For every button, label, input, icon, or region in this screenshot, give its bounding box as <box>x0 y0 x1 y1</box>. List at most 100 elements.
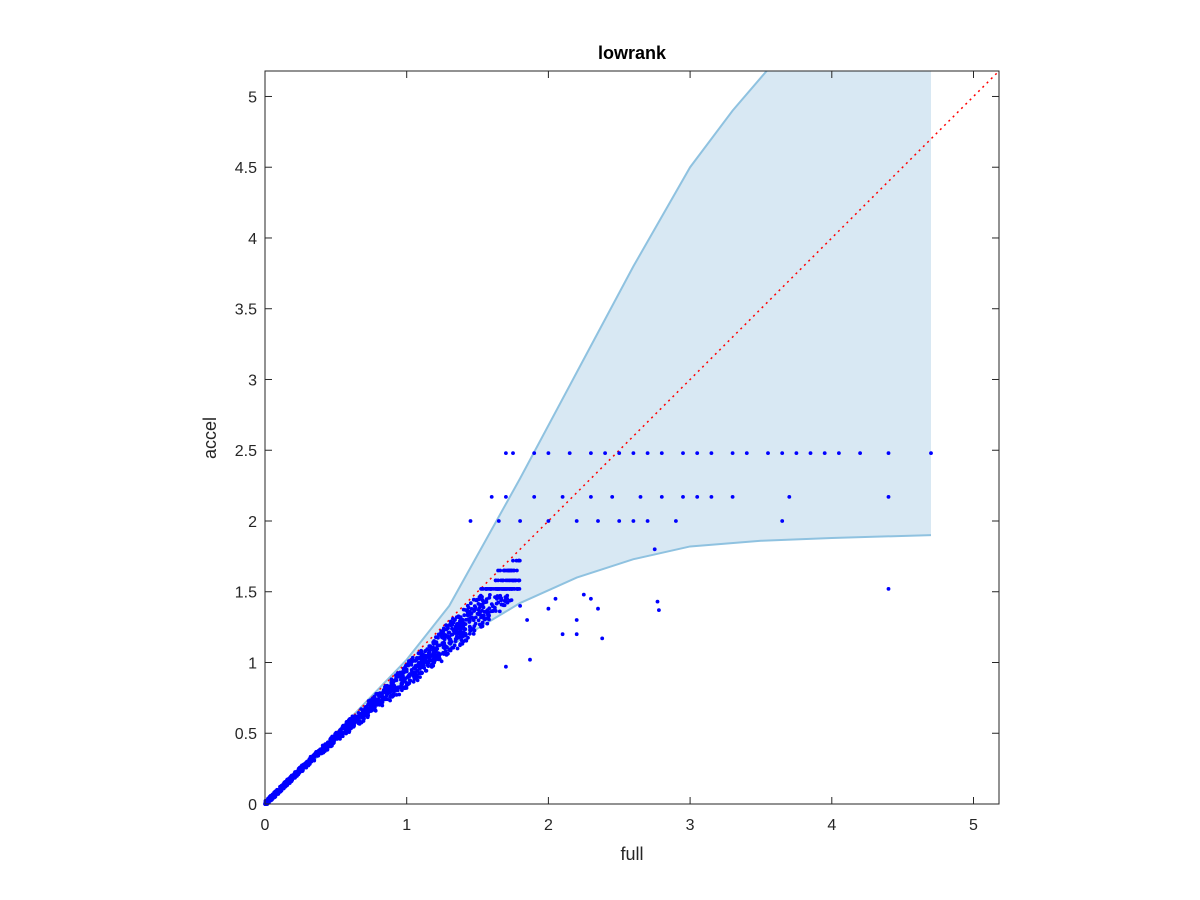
data-point <box>596 519 600 523</box>
data-point <box>455 646 460 651</box>
data-point <box>350 714 355 719</box>
data-point <box>400 688 404 693</box>
data-point <box>574 519 579 523</box>
y-tick-label: 3 <box>248 372 257 389</box>
data-point <box>553 596 558 601</box>
data-point <box>496 519 501 523</box>
data-point <box>372 694 377 699</box>
data-point <box>487 587 492 591</box>
data-point <box>476 612 481 617</box>
data-point <box>335 736 340 741</box>
data-point <box>282 780 287 785</box>
data-point <box>308 757 313 762</box>
data-point <box>780 451 785 455</box>
data-point <box>466 635 470 640</box>
data-point <box>338 734 342 738</box>
data-point <box>312 754 317 759</box>
data-point <box>617 519 622 523</box>
data-point <box>328 744 333 748</box>
data-point <box>512 568 516 573</box>
data-point <box>337 730 341 734</box>
x-axis-label: full <box>620 844 643 864</box>
data-point <box>398 670 402 675</box>
data-point <box>589 451 593 455</box>
data-point <box>589 495 593 499</box>
data-point <box>681 495 685 499</box>
data-point <box>464 638 469 643</box>
data-point <box>510 587 514 591</box>
data-point <box>365 715 370 720</box>
data-point <box>448 619 453 624</box>
data-point <box>424 668 429 673</box>
data-point <box>631 519 636 523</box>
data-point <box>787 495 792 499</box>
data-point <box>388 689 392 694</box>
data-point <box>422 659 427 663</box>
data-point <box>472 624 477 628</box>
data-point <box>488 593 492 597</box>
data-point <box>380 700 385 705</box>
chart-title: lowrank <box>598 43 667 63</box>
data-point <box>305 763 309 767</box>
y-tick-label: 1 <box>248 655 257 672</box>
y-tick-label: 0 <box>248 797 257 814</box>
data-point <box>436 635 440 640</box>
data-point <box>359 713 364 718</box>
data-point <box>709 495 714 499</box>
data-point <box>273 791 278 795</box>
data-point <box>515 568 519 573</box>
data-point <box>427 657 432 661</box>
y-ticks: 0 0.5 1 1.5 2 2.5 3 3.5 4 4.5 5 <box>235 89 999 814</box>
data-point <box>407 659 411 663</box>
data-point <box>780 519 785 523</box>
data-point <box>495 597 499 601</box>
data-point <box>405 675 410 679</box>
data-point <box>546 451 551 455</box>
data-point <box>394 675 399 680</box>
data-point <box>808 451 813 455</box>
data-point <box>506 568 511 573</box>
data-point <box>413 664 418 669</box>
data-point <box>730 495 735 499</box>
data-point <box>502 599 507 603</box>
data-point <box>511 558 515 563</box>
data-point <box>929 451 933 455</box>
data-point <box>822 451 827 455</box>
data-point <box>457 615 462 620</box>
data-point <box>345 725 350 729</box>
data-point <box>356 715 361 720</box>
data-point <box>461 621 466 626</box>
x-tick-label: 4 <box>827 817 836 834</box>
data-point <box>290 776 295 781</box>
data-point <box>631 451 636 455</box>
data-point <box>365 708 369 712</box>
data-point <box>603 451 607 455</box>
data-point <box>532 451 537 455</box>
data-point <box>447 635 452 640</box>
reference-line <box>264 70 1000 805</box>
data-point <box>517 578 522 583</box>
x-tick-label: 5 <box>969 817 978 834</box>
data-point <box>695 495 700 499</box>
data-point <box>439 659 444 664</box>
data-point <box>487 617 491 622</box>
data-point <box>645 519 650 523</box>
data-point <box>397 685 401 690</box>
data-point <box>456 622 461 627</box>
data-point <box>681 451 685 455</box>
x-tick-label: 1 <box>402 817 411 834</box>
data-point <box>501 568 506 573</box>
data-point <box>525 618 529 622</box>
data-point <box>390 686 394 691</box>
data-point <box>499 578 503 583</box>
data-point <box>359 707 364 711</box>
data-point <box>340 724 345 729</box>
data-point <box>886 587 891 591</box>
data-point <box>485 621 490 626</box>
data-point <box>574 632 579 637</box>
data-point <box>460 641 465 646</box>
data-point <box>485 608 490 612</box>
data-point <box>468 519 473 523</box>
data-point <box>411 674 416 679</box>
data-point <box>600 636 605 641</box>
